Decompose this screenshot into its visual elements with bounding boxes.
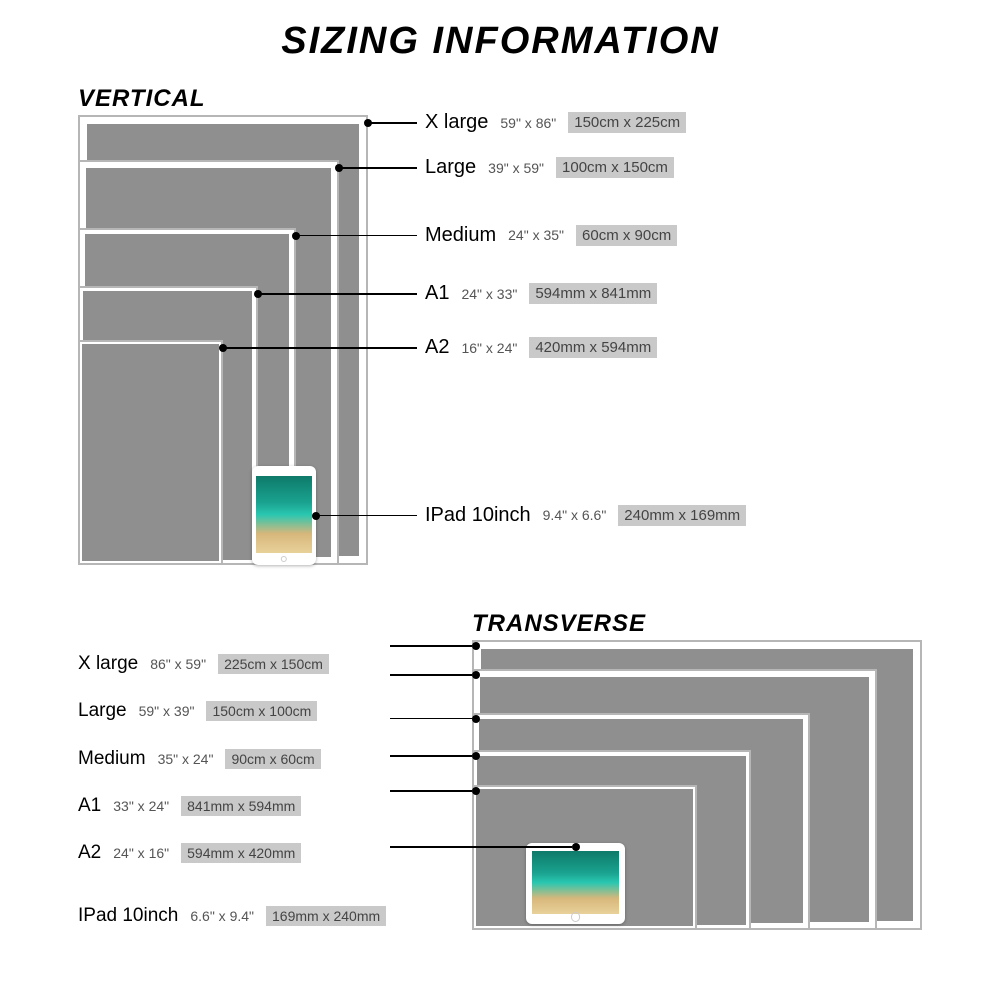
size-row: Medium 35" x 24" 90cm x 60cm	[78, 748, 321, 770]
size-inches: 6.6" x 9.4"	[190, 908, 254, 924]
size-name: A2	[425, 336, 449, 359]
size-cm: 240mm x 169mm	[618, 505, 746, 526]
size-name: A1	[78, 795, 101, 817]
leader-line	[390, 718, 472, 720]
size-cm: 225cm x 150cm	[218, 654, 329, 674]
heading-transverse: TRANSVERSE	[472, 610, 646, 638]
size-row: Large 59" x 39" 150cm x 100cm	[78, 700, 317, 722]
size-cm: 594mm x 841mm	[529, 283, 657, 304]
size-cm: 90cm x 60cm	[225, 749, 320, 769]
size-inches: 24" x 33"	[461, 286, 517, 302]
leader-line	[390, 674, 472, 676]
size-name: IPad 10inch	[78, 905, 178, 927]
leader-line	[258, 293, 417, 295]
page-title: SIZING INFORMATION	[0, 20, 1001, 63]
size-row: Medium 24" x 35" 60cm x 90cm	[425, 224, 677, 247]
leader-line	[390, 645, 472, 647]
leader-dot	[472, 787, 480, 795]
size-inches: 39" x 59"	[488, 160, 544, 176]
size-cm: 60cm x 90cm	[576, 225, 677, 246]
leader-dot	[572, 843, 580, 851]
size-row: X large 86" x 59" 225cm x 150cm	[78, 653, 329, 675]
ipad-icon	[526, 843, 625, 924]
size-name: Large	[425, 156, 476, 179]
leader-dot	[472, 642, 480, 650]
size-name: X large	[425, 111, 488, 134]
leader-line	[296, 235, 418, 237]
size-name: Medium	[425, 224, 496, 247]
leader-line	[339, 167, 417, 169]
leader-dot	[472, 671, 480, 679]
heading-vertical: VERTICAL	[78, 85, 206, 113]
size-name: A1	[425, 282, 449, 305]
size-cm: 150cm x 225cm	[568, 112, 686, 133]
size-row: A1 24" x 33" 594mm x 841mm	[425, 282, 657, 305]
leader-line	[390, 790, 472, 792]
size-name: A2	[78, 842, 101, 864]
size-cm: 841mm x 594mm	[181, 796, 301, 816]
leader-line	[316, 515, 417, 517]
leader-line	[390, 846, 572, 848]
size-row: X large 59" x 86" 150cm x 225cm	[425, 111, 686, 134]
size-inches: 35" x 24"	[158, 751, 214, 767]
size-row: A1 33" x 24" 841mm x 594mm	[78, 795, 301, 817]
size-cm: 100cm x 150cm	[556, 157, 674, 178]
size-cm: 420mm x 594mm	[529, 337, 657, 358]
size-inches: 16" x 24"	[461, 340, 517, 356]
size-name: IPad 10inch	[425, 504, 531, 527]
size-row: IPad 10inch 9.4" x 6.6" 240mm x 169mm	[425, 504, 746, 527]
size-name: Medium	[78, 748, 146, 770]
diagram-vertical	[78, 115, 368, 565]
leader-line	[390, 755, 472, 757]
size-inches: 9.4" x 6.6"	[543, 507, 607, 523]
size-cm: 594mm x 420mm	[181, 843, 301, 863]
size-inches: 33" x 24"	[113, 798, 169, 814]
size-inches: 24" x 35"	[508, 227, 564, 243]
leader-dot	[472, 715, 480, 723]
size-inches: 24" x 16"	[113, 845, 169, 861]
diagram-transverse	[472, 640, 922, 930]
size-row: IPad 10inch 6.6" x 9.4" 169mm x 240mm	[78, 905, 386, 927]
size-row: Large 39" x 59" 100cm x 150cm	[425, 156, 674, 179]
size-name: Large	[78, 700, 127, 722]
size-inches: 59" x 39"	[139, 703, 195, 719]
size-inches: 86" x 59"	[150, 656, 206, 672]
size-name: X large	[78, 653, 138, 675]
leader-line	[368, 122, 417, 124]
size-rect-fill	[82, 344, 218, 560]
leader-line	[223, 347, 417, 349]
size-row: A2 16" x 24" 420mm x 594mm	[425, 336, 657, 359]
size-cm: 169mm x 240mm	[266, 906, 386, 926]
size-inches: 59" x 86"	[500, 115, 556, 131]
size-cm: 150cm x 100cm	[206, 701, 317, 721]
ipad-icon	[252, 466, 316, 565]
size-row: A2 24" x 16" 594mm x 420mm	[78, 842, 301, 864]
